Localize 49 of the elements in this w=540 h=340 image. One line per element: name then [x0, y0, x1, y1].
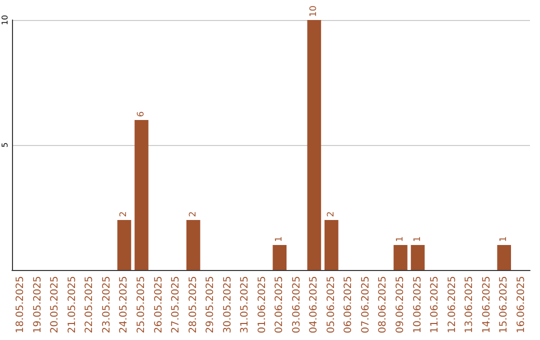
- x-tick-label: 06.06.2025: [343, 276, 354, 334]
- data-label: 1: [499, 236, 510, 242]
- x-tick-label: 23.05.2025: [101, 276, 112, 334]
- y-tick-label: 5: [0, 142, 10, 148]
- bar: [324, 220, 338, 270]
- x-tick-label: 03.06.2025: [291, 276, 302, 334]
- x-tick-label: 18.05.2025: [15, 276, 26, 334]
- x-tick-label: 14.06.2025: [481, 276, 492, 334]
- x-tick-label: 09.06.2025: [395, 276, 406, 334]
- data-label: 10: [309, 5, 320, 17]
- x-tick-label: 07.06.2025: [360, 276, 372, 334]
- data-label: 2: [326, 211, 336, 217]
- x-tick-label: 05.06.2025: [326, 276, 337, 334]
- x-tick-label: 02.06.2025: [274, 276, 286, 334]
- x-tick-label: 22.05.2025: [84, 276, 96, 334]
- data-label: 2: [119, 211, 130, 217]
- bar: [117, 220, 132, 270]
- x-tick-label: 20.05.2025: [50, 276, 61, 334]
- x-tick-label: 10.06.2025: [412, 276, 424, 334]
- data-label: 2: [188, 211, 198, 217]
- data-label: 1: [396, 236, 406, 242]
- bar: [410, 245, 425, 270]
- bar: [307, 20, 322, 270]
- x-tick-label: 04.06.2025: [308, 276, 320, 334]
- bar: [394, 245, 408, 270]
- x-tick-label: 13.06.2025: [464, 276, 476, 334]
- x-tick-label: 27.05.2025: [170, 276, 182, 334]
- x-tick-label: 08.06.2025: [378, 276, 389, 334]
- data-label: 1: [274, 236, 285, 242]
- x-tick-label: 19.05.2025: [32, 276, 44, 334]
- x-tick-label: 15.06.2025: [498, 276, 510, 334]
- data-label: 1: [412, 236, 423, 242]
- x-tick-label: 12.06.2025: [446, 276, 458, 334]
- x-tick-label: 29.05.2025: [205, 276, 216, 334]
- bar: [186, 220, 200, 270]
- x-tick-label: 24.05.2025: [118, 276, 130, 334]
- x-tick-label: 26.05.2025: [153, 276, 164, 334]
- bar: [497, 245, 512, 270]
- x-tick-label: 16.06.2025: [516, 276, 527, 334]
- x-tick-label: 31.05.2025: [240, 276, 251, 334]
- x-tick-label: 28.05.2025: [188, 276, 199, 334]
- x-tick-label: 25.05.2025: [136, 276, 147, 334]
- x-tick-label: 11.06.2025: [430, 276, 441, 334]
- x-tick-label: 01.06.2025: [256, 276, 268, 334]
- x-tick-label: 21.05.2025: [66, 276, 78, 334]
- x-tick-label: 30.05.2025: [222, 276, 234, 334]
- bar: [272, 245, 287, 270]
- bar: [134, 120, 148, 270]
- data-label: 6: [136, 111, 146, 117]
